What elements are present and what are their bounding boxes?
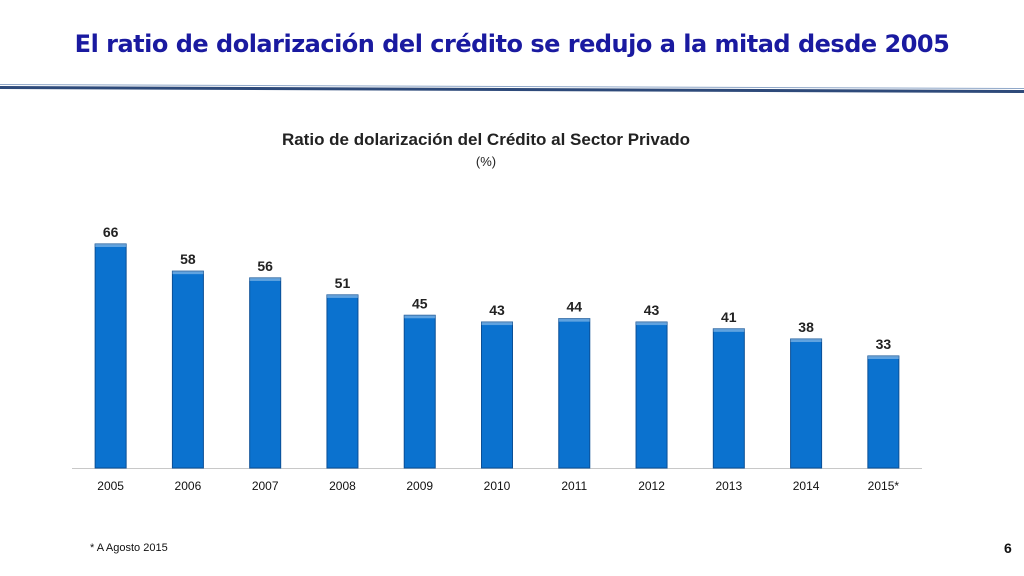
x-tick-label: 2015* (868, 479, 900, 493)
bar (558, 318, 591, 469)
bar (326, 294, 359, 469)
data-label: 56 (257, 258, 273, 274)
slide-title: El ratio de dolarización del crédito se … (74, 30, 950, 58)
x-tick-label: 2009 (406, 479, 433, 493)
chart-subtitle: (%) (475, 154, 497, 169)
bar (481, 321, 513, 469)
x-tick-label: 2006 (175, 479, 202, 493)
data-label: 51 (335, 275, 351, 291)
data-label: 58 (180, 251, 196, 267)
x-tick-label: 2008 (329, 479, 356, 493)
data-label: 44 (566, 299, 582, 315)
footnote: * A Agosto 2015 (90, 542, 168, 554)
bar-highlight (790, 339, 822, 343)
data-label: 43 (644, 302, 660, 318)
data-label: 45 (412, 295, 428, 311)
page-number: 6 (1004, 540, 1012, 556)
bar-highlight (713, 328, 745, 332)
bar-highlight (481, 322, 513, 326)
bar-highlight (558, 318, 590, 322)
x-tick-label: 2013 (715, 479, 742, 493)
bar (171, 270, 204, 469)
bar (403, 314, 436, 469)
bar (867, 355, 900, 469)
x-tick-label: 2012 (638, 479, 665, 493)
data-label: 38 (798, 319, 814, 335)
bar-highlight (404, 315, 436, 319)
bar-highlight (249, 277, 281, 281)
bar (635, 321, 668, 469)
data-label: 66 (103, 224, 119, 240)
bar-highlight (867, 356, 899, 359)
bar-highlight (172, 271, 204, 275)
bar (712, 328, 745, 469)
chart-title: Ratio de dolarización del Crédito al Sec… (281, 130, 691, 149)
bar (94, 243, 127, 469)
data-label: 33 (876, 336, 892, 352)
x-tick-label: 2007 (252, 479, 279, 493)
x-tick-label: 2010 (484, 479, 511, 493)
bar (249, 277, 282, 469)
x-tick-label: 2005 (97, 479, 124, 493)
bar-highlight (326, 294, 358, 298)
bar (790, 338, 823, 469)
x-tick-label: 2011 (561, 479, 587, 493)
data-label: 43 (489, 302, 505, 318)
x-tick-label: 2014 (793, 479, 820, 493)
data-label: 41 (721, 309, 737, 325)
bar-highlight (95, 244, 127, 247)
bar-highlight (636, 322, 668, 326)
title-divider (0, 84, 1024, 93)
